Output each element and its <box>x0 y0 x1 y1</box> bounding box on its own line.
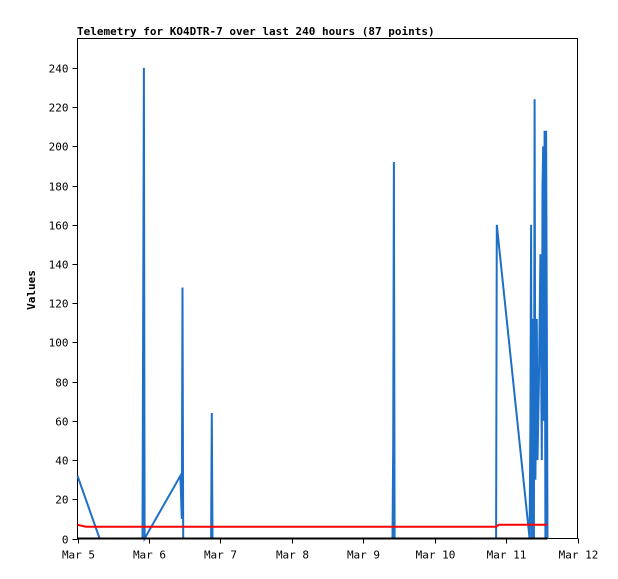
y-tick-label: 60 <box>55 416 68 429</box>
y-tick-label: 20 <box>55 494 68 507</box>
y-tick-label: 80 <box>55 377 68 390</box>
x-tick-label: Mar 6 <box>133 549 166 562</box>
y-tick-label: 100 <box>49 337 69 350</box>
series-layer <box>76 67 549 543</box>
y-tick-label: 160 <box>49 220 69 233</box>
x-tick-label: Mar 5 <box>62 549 95 562</box>
x-tick-label: Mar 10 <box>416 549 456 562</box>
x-tick-label: Mar 9 <box>347 549 380 562</box>
x-tick-label: Mar 8 <box>276 549 309 562</box>
y-tick-label: 220 <box>49 102 69 115</box>
y-tick-label: 0 <box>62 534 69 547</box>
y-tick-label: 140 <box>49 259 69 272</box>
y-tick-label: 200 <box>49 141 69 154</box>
y-tick-label: 120 <box>49 298 69 311</box>
y-tick-label: 180 <box>49 181 69 194</box>
y-tick-label: 240 <box>49 63 69 76</box>
y-axis: 0 20 40 60 80 100 120 140 160 180 200 220 240 <box>49 63 78 547</box>
y-axis-label: Values <box>25 270 38 310</box>
chart-title: Telemetry for KO4DTR-7 over last 240 hou… <box>77 25 435 38</box>
y-tick-label: 40 <box>55 455 68 468</box>
series-line-1 <box>76 67 549 543</box>
x-tick-label: Mar 7 <box>204 549 237 562</box>
series-line-2 <box>77 523 548 528</box>
x-axis: Mar 5 Mar 6 Mar 7 Mar 8 Mar 9 Mar 10 Mar 11 Mar… <box>62 538 599 562</box>
x-tick-label: Mar 12 <box>559 549 599 562</box>
x-tick-label: Mar 11 <box>487 549 527 562</box>
